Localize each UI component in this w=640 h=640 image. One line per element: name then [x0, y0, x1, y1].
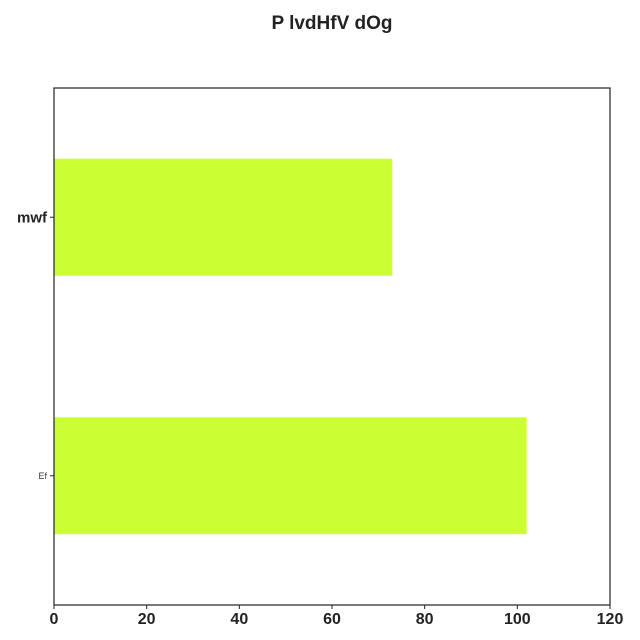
x-axis-ticks: 0 20 40 60 80 100 120	[50, 605, 624, 628]
x-tick-label: 0	[50, 611, 59, 628]
bar-mwf	[54, 158, 393, 276]
x-tick-label: 120	[597, 611, 624, 628]
x-tick-label: 20	[138, 611, 156, 628]
x-tick-label: 80	[416, 611, 434, 628]
x-tick-label: 40	[230, 611, 248, 628]
x-tick-label: 100	[504, 611, 531, 628]
bar-ef	[54, 417, 527, 535]
x-tick-label: 60	[323, 611, 341, 628]
y-tick-label: Ef	[38, 471, 47, 481]
y-axis-ticks: mwf Ef	[17, 209, 54, 481]
bars-layer	[54, 158, 527, 535]
y-tick-label: mwf	[17, 209, 48, 226]
chart-title: P lvdHfV dOg	[271, 13, 392, 34]
